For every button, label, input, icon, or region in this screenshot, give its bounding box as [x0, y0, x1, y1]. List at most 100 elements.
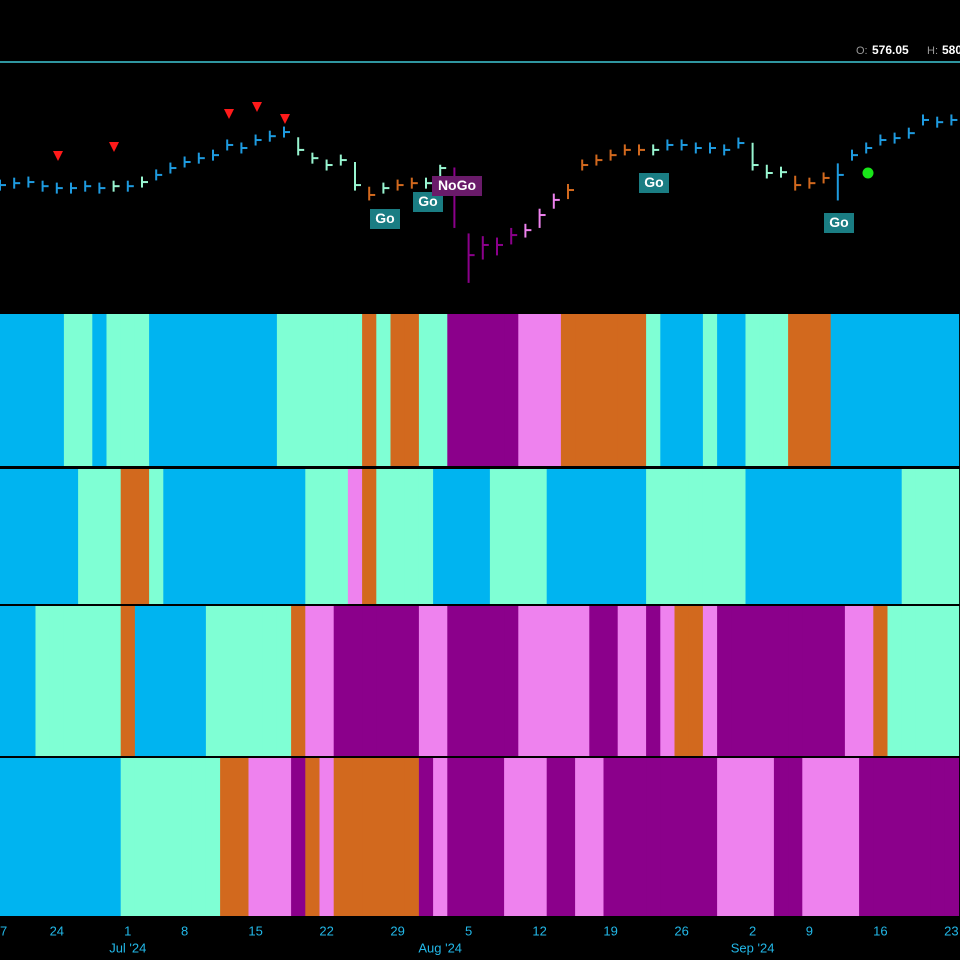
band-cell: [773, 314, 789, 466]
band-cell: [362, 314, 377, 466]
band-cell: [362, 469, 377, 604]
band-cell: [830, 314, 846, 466]
band-cell: [788, 758, 803, 916]
band-cell: [120, 758, 136, 916]
band-cell: [177, 469, 193, 604]
band-cell: [631, 606, 647, 756]
band-cell: [205, 758, 221, 916]
band-cell: [347, 758, 363, 916]
band-cell: [887, 469, 903, 604]
band-cell: [333, 314, 349, 466]
band-cell: [390, 758, 406, 916]
band-cell: [376, 469, 392, 604]
band-cell: [35, 469, 51, 604]
band-cell: [163, 758, 179, 916]
band-cell: [560, 314, 576, 466]
band-cell: [404, 606, 420, 756]
band-cell: [930, 606, 945, 756]
band-cell: [134, 606, 150, 756]
band-cell: [603, 606, 619, 756]
band-cell: [163, 606, 179, 756]
band-cell: [220, 758, 235, 916]
band-cell: [120, 314, 136, 466]
band-cell: [248, 314, 264, 466]
band-cell: [915, 758, 931, 916]
band-cell: [305, 469, 321, 604]
band-cell: [717, 758, 732, 916]
band-cell: [49, 469, 65, 604]
band-cell: [944, 606, 960, 756]
high-value: 580: [942, 43, 960, 57]
band-cell: [404, 758, 420, 916]
band-cell: [717, 314, 732, 466]
band-cell: [319, 758, 335, 916]
go-tag: Go: [418, 193, 437, 209]
band-cell: [205, 606, 221, 756]
band-cell: [461, 469, 477, 604]
band-cell: [944, 314, 960, 466]
band-cell: [759, 758, 775, 916]
go-tag-box: [413, 192, 443, 212]
nogo-tag: NoGo: [438, 177, 476, 193]
band-cell: [859, 758, 874, 916]
band-cell: [944, 758, 960, 916]
band-cell: [688, 469, 704, 604]
band-cell: [248, 606, 264, 756]
band-cell: [418, 469, 434, 604]
band-cell: [901, 469, 917, 604]
band-cell: [575, 606, 590, 756]
band-cell: [575, 314, 590, 466]
band-cell: [674, 314, 690, 466]
go-tag: Go: [644, 174, 663, 190]
go-tag: Go: [375, 210, 394, 226]
band-cell: [603, 314, 619, 466]
band-cell: [745, 606, 761, 756]
band-cell: [347, 314, 363, 466]
band-cell: [276, 758, 292, 916]
band-cell: [844, 314, 860, 466]
band-cell: [873, 314, 889, 466]
band-cell: [191, 758, 207, 916]
band-cell: [731, 469, 747, 604]
band-cell: [816, 758, 832, 916]
band-cell: [21, 469, 37, 604]
band-cell: [35, 606, 51, 756]
band-cell: [0, 606, 8, 756]
band-cell: [617, 606, 633, 756]
band-cell: [504, 314, 519, 466]
band-cell: [532, 469, 548, 604]
band-cell: [887, 314, 903, 466]
annotations: Go Go NoGo Go Go: [370, 173, 854, 233]
x-tick-label: 19: [603, 923, 617, 938]
band-cell: [702, 469, 718, 604]
band-cell: [177, 758, 193, 916]
band-cell: [106, 469, 122, 604]
band-cell: [830, 469, 846, 604]
band-cell: [21, 314, 37, 466]
countertrend-marker: [53, 151, 63, 161]
band-cell: [759, 314, 775, 466]
x-tick-label: 22: [319, 923, 333, 938]
band-cell: [674, 469, 690, 604]
band-cell: [92, 606, 108, 756]
band-cell: [532, 314, 548, 466]
band-cell: [447, 606, 463, 756]
band-cell: [688, 606, 704, 756]
nogo-tag-box: [432, 176, 482, 196]
band-cell: [35, 314, 51, 466]
band-cell: [276, 606, 292, 756]
band-cell: [887, 758, 903, 916]
band-cell: [575, 758, 590, 916]
band-cell: [134, 469, 150, 604]
high-label: H:: [927, 45, 938, 57]
band-cell: [78, 314, 93, 466]
band-cell: [731, 758, 747, 916]
band-cell: [887, 606, 903, 756]
band-cell: [489, 606, 505, 756]
band-cell: [603, 758, 619, 916]
band-panels: [0, 314, 960, 916]
band-cell: [248, 469, 264, 604]
band-cell: [844, 758, 860, 916]
